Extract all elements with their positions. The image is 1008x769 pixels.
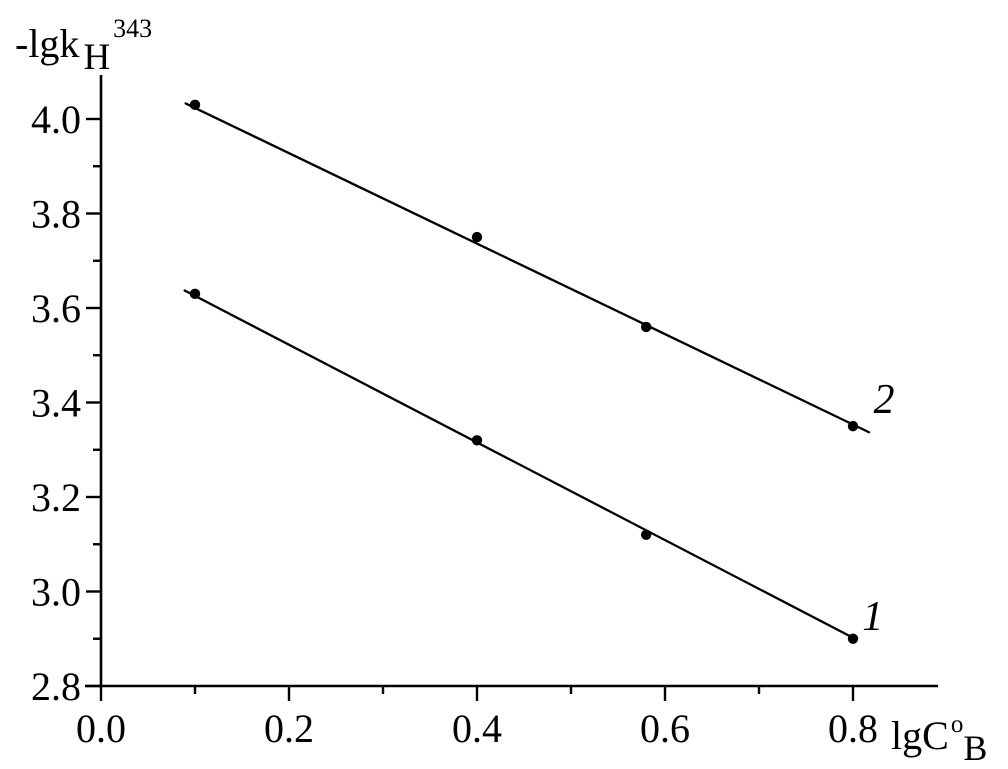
y-axis-title-superscript: 343 [113, 14, 153, 43]
series-1-data-point [189, 288, 201, 300]
y-tick-label: 3.2 [31, 475, 81, 520]
x-tick-label: 0.0 [76, 706, 126, 751]
series-2-data-point [641, 321, 652, 333]
y-tick-label: 4.0 [31, 97, 81, 142]
x-axis-title-subscript: B [963, 728, 988, 768]
series-2-data-point [847, 420, 859, 432]
y-axis-title-main: -lgk [15, 21, 80, 66]
series-1-data-point [641, 529, 652, 540]
y-tick-label: 3.0 [31, 570, 81, 615]
x-axis-title-main: lg [891, 713, 923, 758]
series-2-data-point [189, 99, 201, 111]
x-axis-title: lgCoB [891, 712, 987, 766]
x-tick-label: 0.6 [640, 706, 690, 751]
x-axis-title-superscript: o [950, 711, 964, 738]
series-1-fit-line [183, 289, 857, 641]
series-2-data-point [471, 231, 483, 243]
series-2-fit-line [184, 102, 871, 434]
y-tick-label: 3.4 [31, 381, 81, 426]
y-axis-title-subscript: H [83, 37, 111, 78]
y-tick-label: 3.8 [31, 192, 81, 237]
series-1-data-point [847, 633, 859, 644]
series-1-data-point [471, 435, 483, 446]
x-tick-label: 0.2 [264, 706, 314, 751]
x-tick-label: 0.4 [452, 706, 502, 751]
y-tick-label: 3.6 [31, 286, 81, 331]
y-tick-label: 2.8 [31, 664, 81, 709]
x-tick-label: 0.8 [828, 706, 878, 751]
y-axis-title: -lgk H343 [15, 14, 153, 78]
x-axis-title-base: C [922, 713, 949, 758]
series-1-label: 1 [862, 594, 883, 640]
series-2-label: 2 [874, 377, 895, 423]
